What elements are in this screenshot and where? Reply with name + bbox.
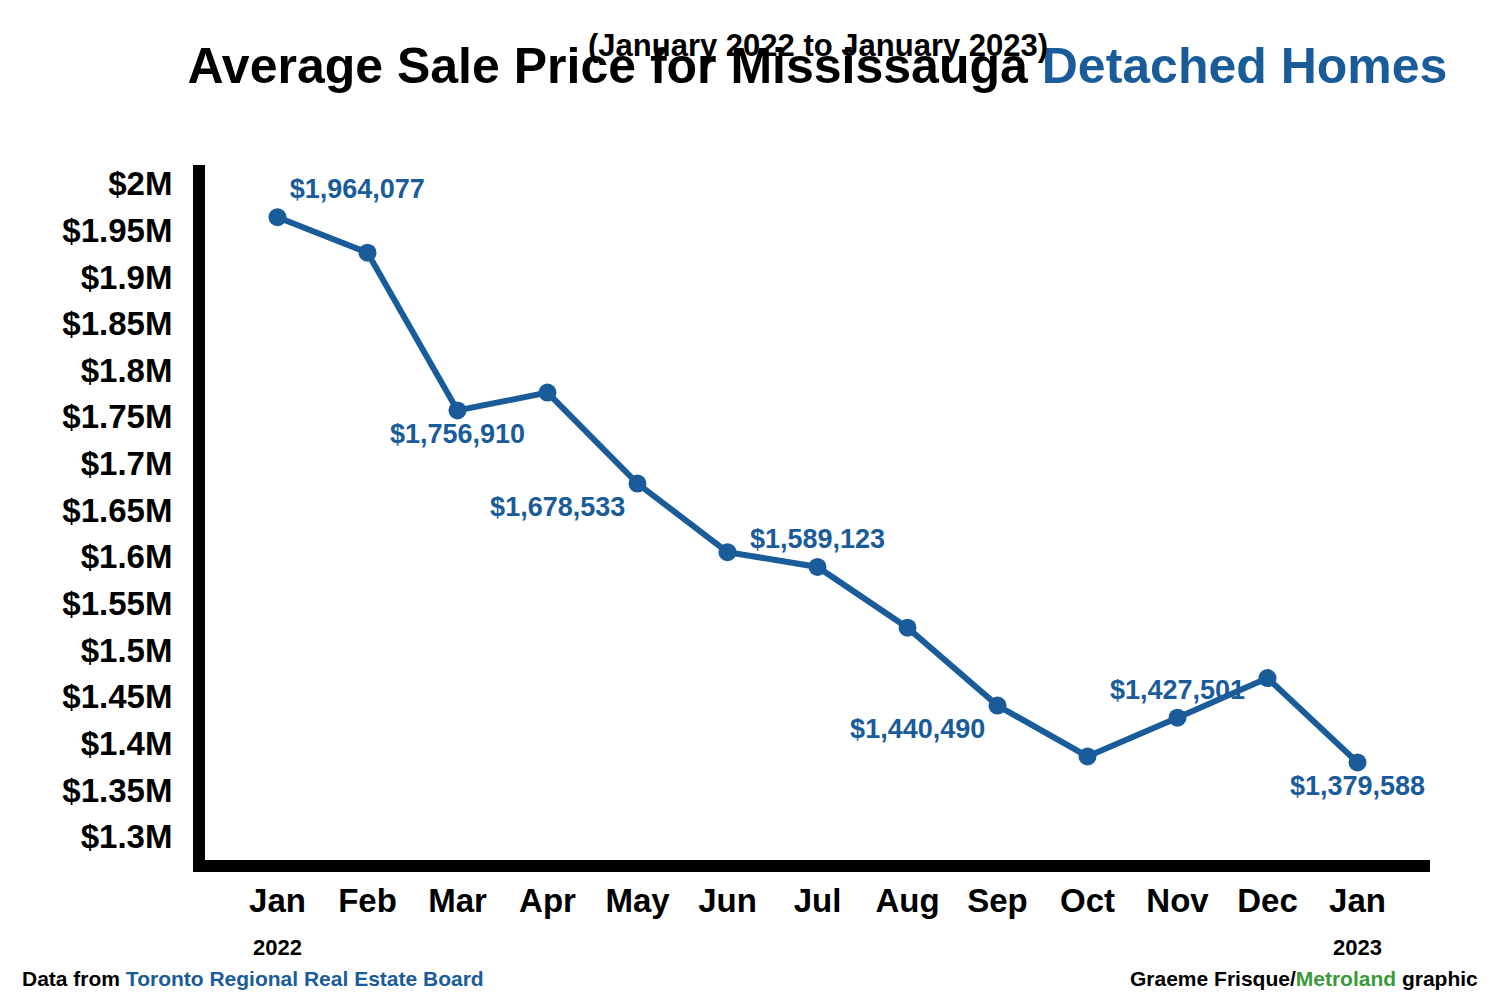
svg-text:$1.45M: $1.45M <box>62 678 172 715</box>
svg-text:$1.65M: $1.65M <box>62 492 172 529</box>
svg-text:$1,964,077: $1,964,077 <box>290 174 425 204</box>
svg-text:$1.8M: $1.8M <box>81 352 173 389</box>
svg-text:$1.95M: $1.95M <box>62 212 172 249</box>
svg-text:$1.9M: $1.9M <box>81 259 173 296</box>
svg-text:Jan2023: Jan2023 <box>1329 882 1386 960</box>
svg-text:$2M: $2M <box>108 165 172 202</box>
svg-text:Jul: Jul <box>794 882 842 919</box>
svg-text:Aug: Aug <box>875 882 939 919</box>
svg-text:$1.4M: $1.4M <box>81 725 173 762</box>
svg-text:Graeme Frisque/Metroland graph: Graeme Frisque/Metroland graphic <box>1130 967 1478 990</box>
svg-text:Sep: Sep <box>967 882 1028 919</box>
svg-text:$1.55M: $1.55M <box>62 585 172 622</box>
svg-text:Feb: Feb <box>338 882 397 919</box>
svg-text:$1.75M: $1.75M <box>62 398 172 435</box>
svg-text:$1.7M: $1.7M <box>81 445 173 482</box>
svg-text:Apr: Apr <box>519 882 576 919</box>
svg-text:(January 2022 to January 2023): (January 2022 to January 2023) <box>588 28 1048 63</box>
svg-text:Average Sale Price for Mississ: Average Sale Price for Mississauga Detac… <box>188 38 1448 94</box>
svg-text:$1,427,501: $1,427,501 <box>1110 675 1245 705</box>
svg-text:Jun: Jun <box>698 882 757 919</box>
svg-text:$1,756,910: $1,756,910 <box>390 419 525 449</box>
svg-text:May: May <box>605 882 670 919</box>
svg-text:Jan2022: Jan2022 <box>249 882 306 960</box>
svg-text:Mar: Mar <box>428 882 487 919</box>
svg-text:$1,440,490: $1,440,490 <box>850 714 985 744</box>
svg-text:$1,379,588: $1,379,588 <box>1290 771 1425 801</box>
svg-text:Nov: Nov <box>1146 882 1209 919</box>
svg-text:$1.3M: $1.3M <box>81 818 173 855</box>
svg-text:$1.6M: $1.6M <box>81 538 173 575</box>
svg-text:$1.35M: $1.35M <box>62 772 172 809</box>
svg-text:$1.85M: $1.85M <box>62 305 172 342</box>
svg-text:$1,589,123: $1,589,123 <box>750 524 885 554</box>
svg-text:Data from Toronto Regional Rea: Data from Toronto Regional Real Estate B… <box>22 967 484 990</box>
svg-text:Oct: Oct <box>1060 882 1115 919</box>
svg-text:$1.5M: $1.5M <box>81 632 173 669</box>
svg-text:Dec: Dec <box>1237 882 1298 919</box>
svg-text:$1,678,533: $1,678,533 <box>490 492 625 522</box>
